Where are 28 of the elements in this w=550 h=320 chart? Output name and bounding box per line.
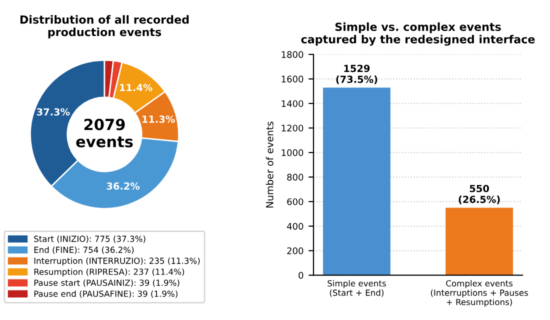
data-label: 36.2%: [106, 182, 140, 190]
legend-label: Pause start (PAUSAINIZ): 39 (1.9%): [34, 279, 180, 287]
text: 2079 events: [76, 118, 133, 148]
data-label: 550 (26.5%): [458, 184, 500, 204]
y-tick-label: 1200: [282, 124, 304, 132]
legend-label: End (FINE): 754 (36.2%): [34, 246, 134, 254]
y-tick-label: 800: [287, 174, 304, 181]
y-tick-label: 200: [287, 247, 304, 254]
chart-title: Simple vs. complex events captured by the redesigned interface: [301, 22, 535, 46]
x-tick-label: Simple events (Start + End): [328, 280, 386, 297]
legend-label: Pause end (PAUSAFINE): 39 (1.9%): [34, 290, 178, 298]
y-tick-label: 400: [286, 222, 304, 230]
legend-label: Interruption (INTERRUZIO): 235 (11.3%): [34, 257, 200, 266]
y-tick-label: 1800: [282, 51, 304, 58]
y-tick-label: 0: [298, 272, 304, 279]
data-label: 11.3%: [142, 116, 175, 123]
x-tick-label: Complex events (Interruptions + Pauses + Resumptions): [430, 280, 528, 307]
y-axis-title: Number of events: [266, 122, 274, 208]
data-label: 11.4%: [120, 84, 152, 92]
legend-label: Start (INIZIO): 775 (37.3%): [34, 236, 146, 243]
y-tick-label: 600: [287, 198, 304, 206]
data-label: 1529 (73.5%): [336, 64, 378, 84]
data-label: 37.3%: [36, 108, 70, 116]
y-tick-label: 1600: [282, 76, 304, 82]
y-tick-label: 1000: [282, 149, 304, 156]
y-tick-label: 1400: [282, 100, 304, 108]
legend-label: Resumption (RIPRESA): 237 (11.4%): [34, 268, 184, 277]
chart-title: Distribution of all recorded production events: [20, 15, 189, 38]
